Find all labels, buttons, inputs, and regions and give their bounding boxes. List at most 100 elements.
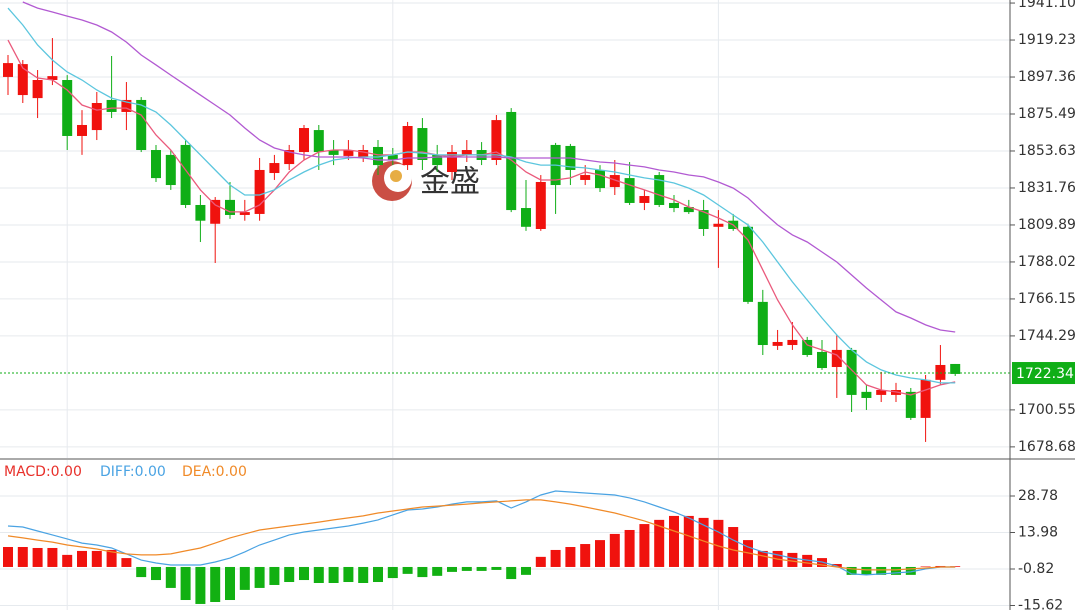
candle-body	[683, 207, 694, 213]
histogram-bar	[580, 544, 591, 567]
y-tick-label: 1678.68	[1018, 439, 1075, 455]
histogram-bar	[165, 566, 176, 588]
candle-body	[609, 175, 620, 188]
histogram-bar	[358, 566, 369, 583]
histogram-bar	[210, 566, 221, 602]
histogram-bar	[299, 566, 309, 581]
histogram-bar	[521, 566, 531, 575]
histogram-bar	[743, 540, 753, 567]
histogram-bar	[343, 566, 354, 583]
histogram-bar	[3, 546, 13, 567]
candle-body	[506, 111, 517, 211]
candle-body	[432, 154, 443, 166]
candle-body	[284, 150, 295, 165]
candle-body	[180, 144, 191, 205]
line	[7, 490, 956, 576]
histogram-bar	[476, 566, 487, 571]
candle-body	[521, 208, 531, 227]
histogram-bar	[269, 566, 280, 585]
histogram-bar	[698, 517, 709, 567]
histogram-bar	[461, 566, 472, 571]
y-tick-label: 1744.29	[1018, 328, 1075, 344]
histogram-bar	[32, 547, 43, 567]
candle-body	[402, 126, 413, 166]
histogram-bar	[920, 566, 931, 567]
candle-body	[757, 301, 768, 346]
candle-body	[802, 339, 813, 356]
candle-body	[654, 175, 665, 205]
histogram-bar	[151, 566, 161, 581]
legend-entry: MACD:0.00	[4, 464, 82, 480]
histogram-bar	[432, 566, 443, 576]
candle-body	[772, 341, 783, 346]
histogram-bar	[491, 566, 502, 570]
histogram-bar	[728, 527, 739, 567]
candle-body	[491, 120, 502, 160]
histogram-bar	[654, 519, 665, 567]
last-price-box	[1012, 362, 1075, 385]
candle-body	[32, 79, 43, 99]
line	[7, 7, 956, 384]
candle-body	[905, 391, 916, 418]
y-tick-label: 1809.89	[1018, 217, 1075, 233]
legend-entry: DEA:0.00	[182, 464, 247, 480]
candle-body	[595, 169, 605, 189]
histogram-bar	[328, 566, 339, 583]
histogram-bar	[595, 540, 605, 567]
histogram-bar	[639, 524, 650, 567]
candle-body	[669, 202, 679, 209]
candle-body	[210, 199, 221, 224]
histogram-bar	[77, 550, 87, 567]
candle-body	[269, 163, 280, 174]
candle-body	[151, 150, 161, 179]
histogram-bar	[402, 566, 413, 574]
histogram-bar	[802, 554, 813, 567]
histogram-bar	[225, 566, 235, 601]
histogram-bar	[121, 558, 132, 567]
line	[22, 1, 956, 333]
histogram-bar	[136, 566, 147, 578]
candle-body	[195, 204, 206, 221]
candle-body	[91, 102, 102, 131]
candle-body	[373, 146, 383, 166]
y-tick-label: 1941.10	[1018, 0, 1075, 11]
logo-dot	[390, 170, 402, 182]
y-tick-label: 1766.15	[1018, 291, 1075, 307]
histogram-bar	[254, 566, 265, 588]
histogram-bar	[447, 566, 457, 572]
histogram-bar	[846, 566, 857, 575]
y-tick-label: 1831.76	[1018, 180, 1075, 196]
candle-body	[624, 178, 635, 203]
y-tick-label: 1875.49	[1018, 106, 1075, 122]
histogram-bar	[387, 566, 398, 579]
candle-body	[136, 99, 147, 151]
last-price-label: 1722.34	[1016, 366, 1074, 382]
histogram-bar	[195, 566, 206, 604]
y-tick-label: -0.82	[1018, 561, 1054, 577]
y-tick-label: -15.62	[1018, 597, 1063, 610]
histogram-bar	[757, 550, 768, 567]
candle-body	[698, 210, 709, 229]
candle-body	[861, 391, 872, 398]
histogram-bar	[535, 556, 546, 567]
candle-body	[225, 199, 235, 215]
candle-body	[447, 152, 457, 173]
y-tick-label: 13.98	[1018, 524, 1058, 540]
y-tick-label: 1788.02	[1018, 254, 1075, 270]
legend-entry: DIFF:0.00	[100, 464, 166, 480]
candle-body	[639, 196, 650, 203]
candle-body	[846, 349, 857, 395]
histogram-bar	[713, 519, 724, 567]
histogram-bar	[62, 554, 73, 567]
histogram-bar	[876, 566, 887, 575]
candle-body	[580, 175, 591, 180]
y-tick-label: 1700.55	[1018, 402, 1075, 418]
histogram-bar	[239, 566, 250, 590]
histogram-bar	[106, 549, 117, 567]
candle-body	[328, 150, 339, 155]
histogram-bar	[683, 515, 694, 567]
histogram-bar	[550, 549, 561, 567]
candle-body	[831, 349, 842, 368]
